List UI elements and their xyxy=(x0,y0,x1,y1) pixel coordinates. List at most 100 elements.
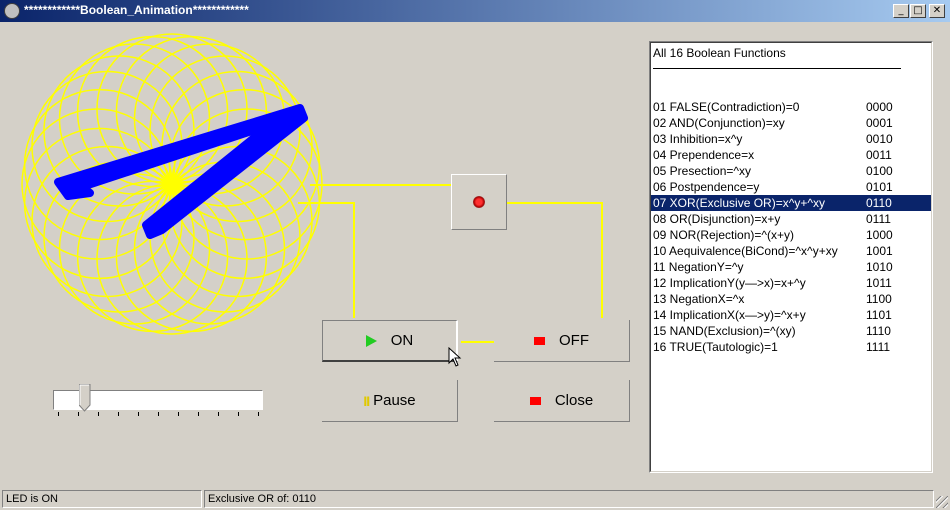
function-name: 11 NegationY=^y xyxy=(653,260,744,274)
pause-icon: II xyxy=(363,392,370,409)
list-header: All 16 Boolean Functions xyxy=(653,46,786,60)
function-name: 14 ImplicationX(x—>y)=^x+y xyxy=(653,308,806,322)
off-button-label: OFF xyxy=(559,332,589,349)
truth-code: 0101 xyxy=(866,180,893,194)
list-item[interactable]: 02 AND(Conjunction)=xy 0001 xyxy=(651,115,931,131)
on-button-label: ON xyxy=(390,332,414,349)
app-icon[interactable] xyxy=(4,3,20,19)
truth-code: 0010 xyxy=(866,132,893,146)
spiro-ring xyxy=(168,88,321,241)
list-item[interactable]: 15 NAND(Exclusion)=^(xy) 1110 xyxy=(651,323,931,339)
function-name: 13 NegationX=^x xyxy=(653,292,745,306)
pause-button-label: Pause xyxy=(373,392,416,409)
list-item[interactable]: 03 Inhibition=x^y 0010 xyxy=(651,131,931,147)
function-name: 10 Aequivalence(BiCond)=^x^y+xy xyxy=(653,244,838,258)
window-title: ************Boolean_Animation***********… xyxy=(24,3,249,17)
on-button[interactable]: ON xyxy=(322,320,458,362)
pause-button[interactable]: II Pause xyxy=(322,380,458,422)
slider-tick xyxy=(98,412,99,416)
minimize-button[interactable]: _ xyxy=(893,4,909,18)
list-item[interactable]: 13 NegationX=^x 1100 xyxy=(651,291,931,307)
truth-code: 0000 xyxy=(866,100,893,114)
list-item[interactable]: 12 ImplicationY(y—>x)=x+^y 1011 xyxy=(651,275,931,291)
truth-code: 0011 xyxy=(866,148,892,162)
led-indicator-box xyxy=(451,174,507,230)
list-item[interactable]: 14 ImplicationX(x—>y)=^x+y 1101 xyxy=(651,307,931,323)
slider-tick xyxy=(58,412,59,416)
center-hub xyxy=(169,181,175,187)
wire-left-loop xyxy=(298,202,355,318)
speed-slider-track[interactable] xyxy=(53,390,263,410)
off-button[interactable]: OFF xyxy=(494,320,630,362)
spirograph-rings xyxy=(21,33,323,335)
close-button[interactable]: Close xyxy=(494,380,630,422)
list-item[interactable]: 04 Prependence=x 0011 xyxy=(651,147,931,163)
list-item[interactable]: 07 XOR(Exclusive OR)=x^y+^xy 0110 xyxy=(651,195,931,211)
list-item[interactable]: 06 Postpendence=y 0101 xyxy=(651,179,931,195)
truth-code: 0100 xyxy=(866,164,893,178)
spiro-ring xyxy=(149,55,301,207)
close-stop-icon xyxy=(529,396,541,405)
function-name: 05 Presection=^xy xyxy=(653,164,752,178)
circuit-wires xyxy=(298,184,603,343)
slider-tick xyxy=(118,412,119,416)
truth-code: 0001 xyxy=(866,116,893,130)
function-name: 07 XOR(Exclusive OR)=x^y+^xy xyxy=(653,196,825,210)
function-name: 08 OR(Disjunction)=x+y xyxy=(653,212,781,226)
status-function: Exclusive OR of: 0110 xyxy=(204,490,934,508)
stop-icon xyxy=(534,336,545,345)
rotating-pointer xyxy=(54,104,308,239)
function-name: 09 NOR(Rejection)=^(x+y) xyxy=(653,228,795,242)
function-name: 03 Inhibition=x^y xyxy=(653,132,743,146)
list-item[interactable]: 16 TRUE(Tautologic)=1 1111 xyxy=(651,339,931,355)
function-name: 04 Prependence=x xyxy=(653,148,755,162)
slider-tick xyxy=(78,412,79,416)
slider-tick xyxy=(218,412,219,416)
list-item[interactable]: 01 FALSE(Contradiction)=0 0000 xyxy=(651,99,931,115)
play-icon xyxy=(365,334,377,347)
close-button-label: Close xyxy=(554,392,594,409)
function-name: 12 ImplicationY(y—>x)=x+^y xyxy=(653,276,806,290)
slider-tick xyxy=(138,412,139,416)
truth-code: 1101 xyxy=(866,308,892,322)
function-name: 16 TRUE(Tautologic)=1 xyxy=(653,340,778,354)
boolean-functions-list[interactable]: All 16 Boolean Functions 01 FALSE(Contra… xyxy=(649,41,933,473)
list-item[interactable]: 11 NegationY=^y 1010 xyxy=(651,259,931,275)
truth-code: 0111 xyxy=(866,212,891,226)
close-window-button[interactable]: ✕ xyxy=(929,4,945,18)
slider-tick xyxy=(158,412,159,416)
slider-tick xyxy=(258,412,259,416)
truth-code: 0110 xyxy=(866,196,892,210)
list-header-divider xyxy=(653,68,901,69)
slider-tick xyxy=(198,412,199,416)
maximize-button[interactable]: □ xyxy=(910,4,926,18)
title-bar[interactable]: ************Boolean_Animation***********… xyxy=(0,0,950,22)
function-name: 15 NAND(Exclusion)=^(xy) xyxy=(653,324,796,338)
list-item[interactable]: 09 NOR(Rejection)=^(x+y) 1000 xyxy=(651,227,931,243)
list-item[interactable]: 05 Presection=^xy 0100 xyxy=(651,163,931,179)
wire-right-loop xyxy=(507,202,603,318)
truth-code: 1100 xyxy=(866,292,892,306)
function-name: 06 Postpendence=y xyxy=(653,180,760,194)
truth-code: 1001 xyxy=(866,244,893,258)
function-name: 01 FALSE(Contradiction)=0 xyxy=(653,100,800,114)
slider-ticks xyxy=(58,412,262,418)
slider-tick xyxy=(178,412,179,416)
main-client-area: ON OFF II Pause Close All 16 Boolean Fun… xyxy=(0,22,950,488)
truth-code: 1000 xyxy=(866,228,893,242)
status-bar: LED is ON Exclusive OR of: 0110 xyxy=(0,488,950,510)
resize-grip[interactable] xyxy=(936,496,948,508)
truth-code: 1111 xyxy=(866,340,891,354)
led-light xyxy=(473,196,485,208)
truth-code: 1110 xyxy=(866,324,891,338)
slider-tick xyxy=(238,412,239,416)
truth-code: 1010 xyxy=(866,260,893,274)
mouse-cursor-icon xyxy=(448,347,462,367)
list-item[interactable]: 10 Aequivalence(BiCond)=^x^y+xy 1001 xyxy=(651,243,931,259)
list-item[interactable]: 08 OR(Disjunction)=x+y 0111 xyxy=(651,211,931,227)
animation-canvas xyxy=(21,33,603,343)
truth-code: 1011 xyxy=(866,276,892,290)
speed-slider-thumb[interactable] xyxy=(78,384,91,412)
status-led: LED is ON xyxy=(2,490,202,508)
function-name: 02 AND(Conjunction)=xy xyxy=(653,116,785,130)
